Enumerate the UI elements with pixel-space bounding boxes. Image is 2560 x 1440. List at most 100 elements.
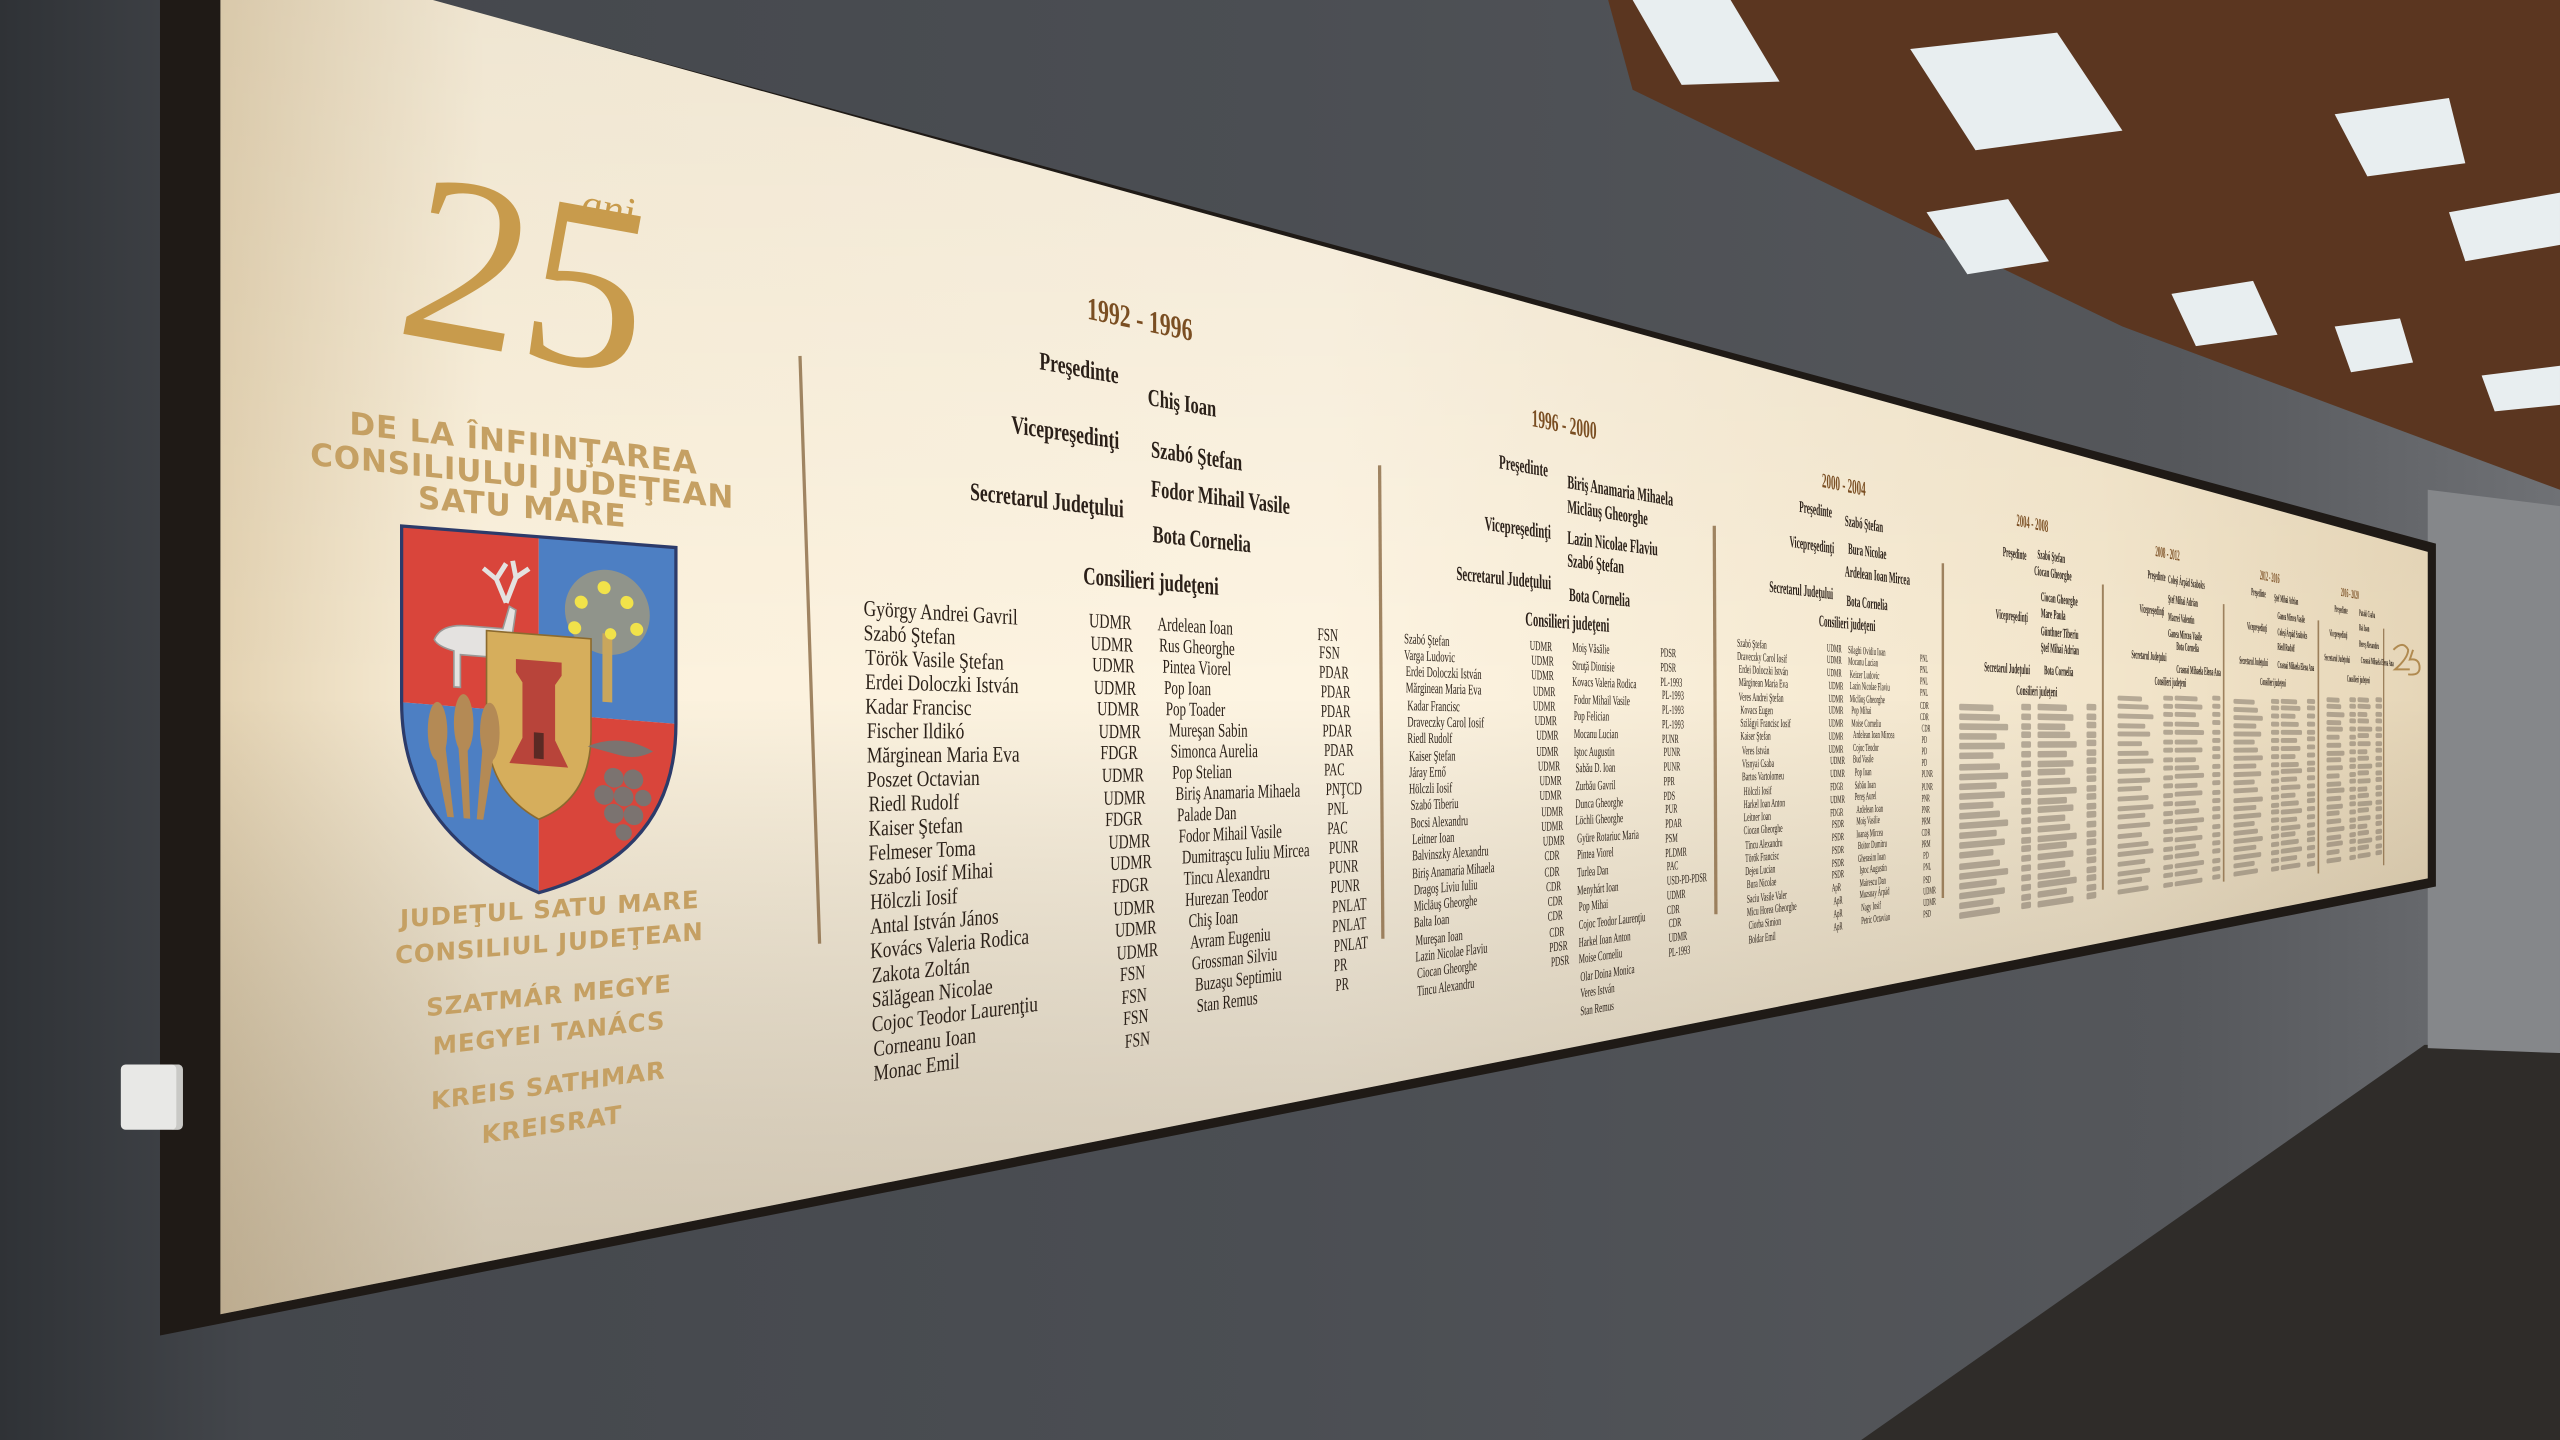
illegible-text-row	[2280, 839, 2299, 847]
councillor-party: CDR	[1544, 863, 1560, 880]
illegible-text-row	[2375, 784, 2383, 789]
councillor-name: Pop Mihai	[1851, 705, 1871, 718]
illegible-text-row	[2280, 705, 2300, 712]
illegible-text-row	[2174, 739, 2198, 745]
councillor-party: PR	[1335, 973, 1349, 996]
illegible-text-row	[2174, 843, 2196, 852]
illegible-text-row	[2117, 750, 2149, 757]
councillor-name: Fodor Mihail Vasile	[1573, 691, 1630, 709]
vice-president-name: Ştef Mihai Adrian	[2040, 639, 2079, 659]
president-name: Ciocan Gheorghe	[2034, 563, 2072, 584]
illegible-text-row	[2280, 815, 2297, 823]
illegible-text-row	[2086, 829, 2097, 837]
illegible-text-row	[2375, 740, 2383, 745]
councillor-name: Moiş Văsălie	[1572, 639, 1610, 657]
illegible-text-row	[2349, 853, 2357, 860]
councillor-party: PDAR	[1323, 741, 1354, 762]
illegible-text-row	[2174, 694, 2198, 702]
president-name: Szabó Ştefan	[1844, 512, 1884, 538]
illegible-text-row	[2212, 729, 2221, 735]
councillor-party: PDSR	[1551, 952, 1570, 970]
councillor-name: Ardelean Ioan Mircea	[1852, 730, 1894, 742]
illegible-text-row	[2174, 833, 2203, 843]
illegible-text-row	[2357, 800, 2372, 806]
councillor-party: UDMR	[1104, 785, 1146, 810]
illegible-text-row	[2163, 703, 2173, 710]
illegible-text-row	[2280, 737, 2297, 743]
councillor-party: PUNR	[1662, 730, 1680, 746]
councillor-party: PDAR	[1322, 721, 1353, 742]
councillor-party: PL-1993	[1661, 702, 1684, 718]
illegible-text-row	[2280, 792, 2296, 799]
illegible-text-row	[2375, 755, 2383, 760]
illegible-text-row	[2375, 813, 2383, 819]
councillor-party: PUNR	[1921, 769, 1933, 781]
illegible-text-row	[1959, 762, 2001, 770]
illegible-text-row	[2163, 712, 2173, 719]
councillor-party: UDMR	[1088, 608, 1132, 635]
president-name: Pataki Csaba	[2359, 608, 2376, 622]
illegible-text-row	[2280, 831, 2296, 839]
councillor-party: PL-1993	[1661, 687, 1684, 704]
term-years: 2008 - 2012	[2154, 543, 2179, 565]
councillor-party: CDR	[1920, 711, 1930, 723]
councillor-name: Járay Ernő	[1409, 763, 1447, 781]
illegible-text-row	[2021, 722, 2032, 730]
illegible-text-row	[2021, 864, 2032, 872]
illegible-text-row	[2349, 823, 2357, 830]
illegible-text-row	[2357, 822, 2368, 829]
vice-presidents-label: Vicepreşedinţi	[1789, 533, 1835, 559]
illegible-text-row	[2306, 837, 2315, 843]
vice-president-name: Ştef Mihai Adrian	[2168, 591, 2198, 610]
illegible-text-row	[2280, 776, 2297, 783]
illegible-text-row	[2326, 810, 2340, 817]
councillor-party: UDMR	[1531, 668, 1555, 685]
term-years: 1996 - 2000	[1531, 403, 1597, 446]
councillors-label: Consilieri judeţeni	[1083, 561, 1219, 601]
illegible-text-row	[2212, 711, 2221, 718]
illegible-text-row	[2349, 764, 2357, 769]
councillor-party: CDR	[1547, 908, 1563, 925]
illegible-text-row	[2326, 742, 2342, 748]
councillor-party: PSM	[1665, 830, 1678, 846]
illegible-text-row	[2280, 713, 2296, 720]
councillor-party: PDAR	[1320, 682, 1351, 704]
illegible-text-row	[2163, 757, 2173, 763]
illegible-text-row	[1959, 810, 2001, 820]
councillor-name: Riedl Rudolf	[1407, 730, 1453, 747]
councillor-party: UDMR	[1533, 698, 1557, 714]
councillor-name: Löchli Gheorghe	[1576, 810, 1624, 829]
secretary-label: Secretarul Judeţului	[1984, 657, 2030, 677]
illegible-text-row	[2163, 819, 2173, 826]
councillor-name: Veres Andrei Ştefan	[1739, 689, 1784, 705]
illegible-text-row	[2233, 804, 2257, 811]
illegible-text-row	[1959, 713, 2001, 722]
councillor-name: Mărginean Maria Eva	[1405, 679, 1482, 699]
councillor-party: FSN	[1318, 643, 1339, 665]
councillor-party: UDMR	[1117, 937, 1159, 965]
illegible-text-row	[2357, 829, 2370, 836]
illegible-text-row	[2037, 750, 2068, 757]
councillor-party: UDMR	[1096, 697, 1139, 722]
secretary-name: Bota Cornelia	[1568, 584, 1630, 612]
illegible-text-row	[2233, 780, 2255, 787]
illegible-text-row	[2280, 721, 2299, 727]
councillor-party: PAC	[1324, 760, 1345, 781]
illegible-text-row	[2212, 720, 2221, 726]
secretary-name: Crasnai Mihaela Elena Ana	[2360, 656, 2394, 670]
illegible-text-row	[2174, 799, 2196, 807]
illegible-text-row	[2037, 860, 2065, 870]
councillors-label: Consilieri judeţeni	[2346, 675, 2370, 687]
illegible-text-row	[2326, 734, 2340, 740]
councillor-party: CDR	[1920, 722, 1930, 735]
councillor-name: Pintea Viorel	[1576, 845, 1614, 863]
illegible-text-row	[2086, 874, 2097, 882]
illegible-text-row	[2117, 831, 2143, 840]
councillor-party: UDMR	[1536, 743, 1559, 759]
anniversary-number: 25	[403, 116, 649, 432]
illegible-text-row	[2233, 811, 2261, 820]
vice-president-name: Mare Paula	[2040, 605, 2066, 624]
illegible-text-row	[2306, 852, 2315, 859]
president-label: Preşedinte	[2334, 605, 2348, 618]
